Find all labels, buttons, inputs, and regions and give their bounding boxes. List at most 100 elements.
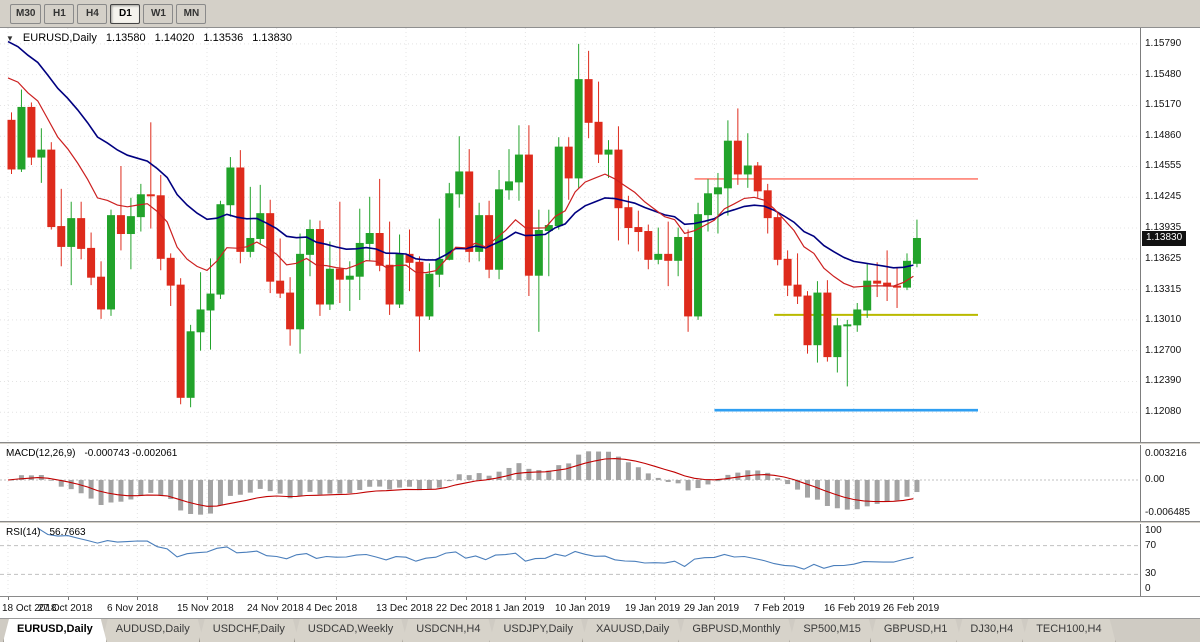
macd-indicator-values: -0.000743 -0.002061 <box>84 448 178 459</box>
price-tick-label: 1.13935 <box>1145 222 1182 233</box>
macd-indicator-panel[interactable]: MACD(12,26,9) -0.000743 -0.002061 0.0032… <box>0 445 1200 521</box>
rsi-chart[interactable] <box>0 524 1140 596</box>
date-tick-mark <box>406 597 407 600</box>
macd-histogram-bar <box>854 479 860 510</box>
candle-body <box>126 216 135 235</box>
candle-body <box>345 275 354 280</box>
date-tick-mark <box>277 597 278 600</box>
chart-tab-gbpusd-h1[interactable]: GBPUSD,H1 <box>870 619 962 642</box>
timeframe-button-h1[interactable]: H1 <box>44 3 75 24</box>
macd-histogram-bar <box>337 479 343 494</box>
chart-tab-usdcnh-h4[interactable]: USDCNH,H4 <box>402 619 494 642</box>
date-tick-label: 18 Oct 2018 <box>2 603 57 614</box>
macd-histogram-bar <box>178 479 184 511</box>
candle-body <box>674 236 683 261</box>
candle-body <box>524 154 533 276</box>
candle-body <box>823 292 832 358</box>
candle-body <box>256 213 265 239</box>
rsi-indicator-value: 56.7663 <box>49 527 86 538</box>
macd-histogram-bar <box>775 478 781 480</box>
date-tick-mark <box>8 597 9 600</box>
candle-body <box>594 121 603 155</box>
timeframe-button-m30[interactable]: M30 <box>10 3 42 24</box>
chart-tab-tech100-h4[interactable]: TECH100,H4 <box>1022 619 1115 642</box>
macd-chart[interactable] <box>0 445 1140 521</box>
chart-tab-usdjpy-daily[interactable]: USDJPY,Daily <box>489 619 587 642</box>
price-tick-label: 1.14555 <box>1145 160 1182 171</box>
macd-histogram-bar <box>98 479 104 505</box>
date-tick-label: 19 Jan 2019 <box>625 603 681 614</box>
panel-divider[interactable] <box>0 442 1200 445</box>
macd-indicator-name: MACD(12,26,9) <box>6 448 76 459</box>
chart-tab-eurusd-daily[interactable]: EURUSD,Daily <box>3 619 107 642</box>
price-tick-label: 1.14860 <box>1145 130 1182 141</box>
macd-histogram-bar <box>416 479 422 491</box>
macd-histogram-bar <box>247 479 253 493</box>
macd-histogram-bar <box>397 479 403 488</box>
date-tick-label: 7 Feb 2019 <box>754 603 805 614</box>
macd-histogram-bar <box>18 475 24 480</box>
chart-tab-usdcad-weekly[interactable]: USDCAD,Weekly <box>294 619 407 642</box>
timeframe-button-w1[interactable]: W1 <box>143 3 174 24</box>
macd-histogram-bar <box>894 479 900 501</box>
macd-histogram-bar <box>257 479 263 489</box>
macd-histogram-bar <box>625 462 631 480</box>
candle-body <box>47 149 56 228</box>
timeframe-button-d1[interactable]: D1 <box>110 3 141 24</box>
timeframe-button-h4[interactable]: H4 <box>77 3 108 24</box>
date-tick-label: 13 Dec 2018 <box>376 603 433 614</box>
candle-body <box>395 253 404 305</box>
candle-body <box>574 79 583 179</box>
price-tick-label: 1.12080 <box>1145 406 1182 417</box>
date-tick-label: 24 Nov 2018 <box>247 603 304 614</box>
candle-body <box>415 261 424 317</box>
candle-body <box>912 237 921 264</box>
candle-body <box>186 331 195 398</box>
macd-histogram-bar <box>198 479 204 515</box>
candle-body <box>903 260 911 288</box>
macd-histogram-bar <box>765 472 771 480</box>
candle-body <box>783 258 792 286</box>
candle-body <box>365 233 374 244</box>
chart-tab-usdchf-daily[interactable]: USDCHF,Daily <box>199 619 299 642</box>
candle-body <box>584 79 593 123</box>
macd-histogram-bar <box>506 467 512 480</box>
macd-histogram-bar <box>158 479 164 496</box>
chart-tab-gbpusd-monthly[interactable]: GBPUSD,Monthly <box>678 619 794 642</box>
candle-body <box>873 280 882 284</box>
collapse-triangle-icon[interactable]: ▼ <box>6 33 14 43</box>
date-axis[interactable]: 18 Oct 2018 27 Oct 2018 6 Nov 2018 15 Nov 2… <box>0 596 1200 618</box>
candle-body <box>505 181 513 191</box>
price-chart-panel[interactable]: ▼ EURUSD,Daily 1.13580 1.14020 1.13536 1… <box>0 28 1200 442</box>
price-tick-label: 1.15170 <box>1145 99 1182 110</box>
timeframe-button-mn[interactable]: MN <box>176 3 207 24</box>
macd-histogram-bar <box>217 479 223 506</box>
rsi-axis-label: 100 <box>1145 525 1162 536</box>
chart-tab-xauusd-daily[interactable]: XAUUSD,Daily <box>582 619 683 642</box>
macd-histogram-bar <box>576 454 582 480</box>
candle-body <box>773 217 782 260</box>
chart-tab-sp500-m15[interactable]: SP500,M15 <box>789 619 874 642</box>
date-tick-label: 4 Dec 2018 <box>306 603 358 614</box>
rsi-indicator-panel[interactable]: RSI(14) 56.7663 100 70 30 0 <box>0 524 1200 596</box>
macd-histogram-bar <box>665 479 671 482</box>
macd-histogram-bar <box>108 479 114 503</box>
macd-histogram-bar <box>277 479 283 494</box>
chart-tab-dj30-h4[interactable]: DJ30,H4 <box>956 619 1027 642</box>
current-price-tag: 1.13830 <box>1142 231 1187 246</box>
date-tick-mark <box>137 597 138 600</box>
macd-histogram-bar <box>357 479 363 491</box>
panel-divider[interactable] <box>0 521 1200 524</box>
chart-tab-audusd-daily[interactable]: AUDUSD,Daily <box>102 619 204 642</box>
macd-histogram-bar <box>307 479 313 492</box>
macd-histogram-bar <box>615 456 621 480</box>
date-tick-label: 15 Nov 2018 <box>177 603 234 614</box>
candlestick-chart[interactable] <box>0 28 1140 442</box>
macd-histogram-bar <box>834 479 840 509</box>
macd-histogram-bar <box>9 479 14 481</box>
date-tick-mark <box>714 597 715 600</box>
price-axis[interactable]: 1.15790 1.15480 1.15170 1.14860 1.14555 1.142… <box>1140 28 1200 442</box>
candle-body <box>136 194 145 218</box>
date-tick-mark <box>207 597 208 600</box>
